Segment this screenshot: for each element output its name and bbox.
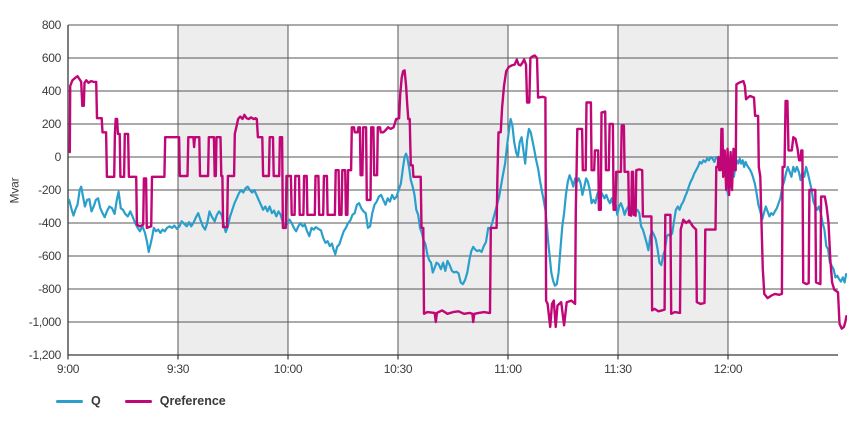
y-tick-label: 0 — [55, 150, 62, 164]
x-tick-label: 10:30 — [384, 362, 413, 376]
x-tick-label: 10:00 — [274, 362, 303, 376]
x-tick-label: 11:30 — [604, 362, 632, 376]
legend-label-qreference: Qreference — [159, 394, 226, 408]
legend-item-q: Q — [56, 394, 101, 408]
y-tick-label: 200 — [42, 117, 62, 131]
y-tick-label: 600 — [42, 51, 62, 65]
y-axis-title: Mvar — [7, 177, 22, 204]
x-tick-label: 9:00 — [57, 362, 80, 376]
legend-label-q: Q — [91, 394, 101, 408]
series-qreference-line — [68, 54, 847, 330]
y-tick-label: -200 — [38, 183, 61, 197]
y-tick-label: -1,000 — [29, 315, 62, 329]
y-tick-label: -400 — [38, 216, 61, 230]
legend-item-qreference: Qreference — [124, 394, 226, 408]
y-tick-label: -600 — [38, 249, 61, 263]
y-tick-label: 800 — [42, 18, 62, 32]
legend: Q Qreference — [56, 394, 226, 408]
x-tick-label: 9:30 — [167, 362, 190, 376]
x-tick-label: 12:00 — [714, 362, 743, 376]
y-tick-label: -1,200 — [29, 348, 62, 362]
x-tick-label: 11:00 — [494, 362, 522, 376]
y-tick-label: 400 — [42, 84, 62, 98]
y-tick-label: -800 — [38, 282, 61, 296]
legend-swatch-q — [56, 399, 83, 403]
legend-swatch-qreference — [124, 399, 152, 403]
